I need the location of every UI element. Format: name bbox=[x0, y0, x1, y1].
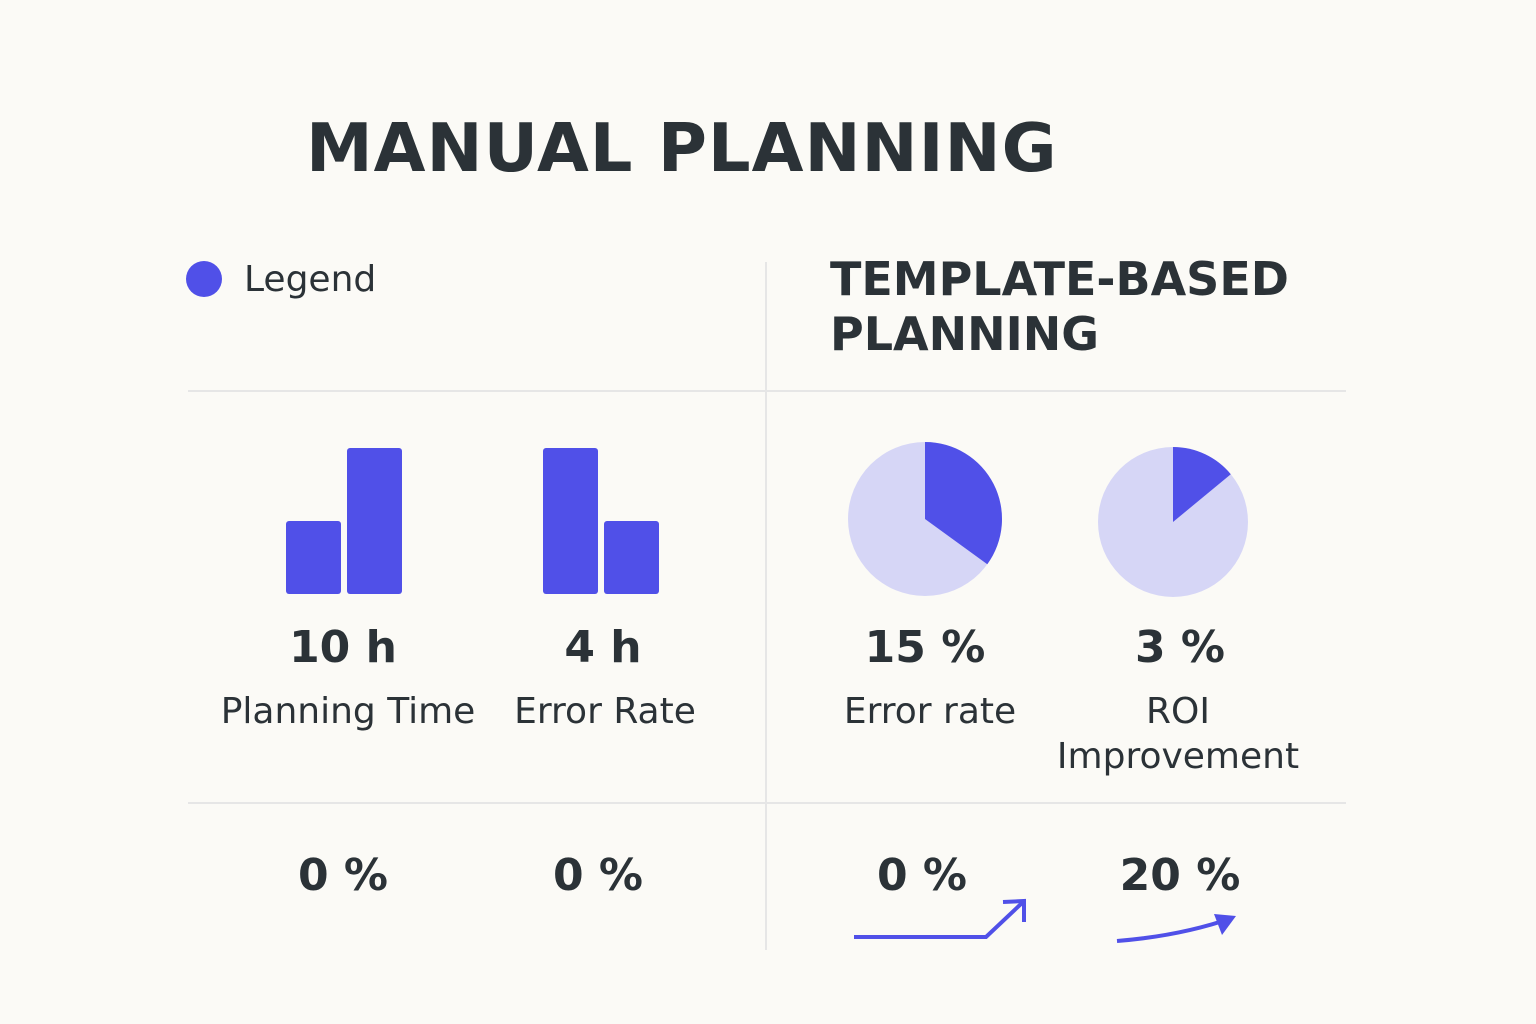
metric-value-planning-time: 10 h bbox=[289, 622, 397, 673]
bar-chart-planning-time bbox=[286, 448, 402, 594]
error-rate-bar-2 bbox=[604, 521, 659, 594]
metric-value-roi: 3 % bbox=[1134, 622, 1226, 673]
trend-arrow-line-2 bbox=[1116, 916, 1233, 943]
roi-pie-highlight-slice bbox=[1173, 447, 1231, 522]
metric-label-error-rate: Error Rate bbox=[514, 691, 696, 732]
metric-label-planning-time: Planning Time bbox=[220, 691, 476, 732]
divider-vertical bbox=[765, 262, 767, 950]
divider-top bbox=[188, 390, 1346, 392]
bar-chart-error-rate bbox=[543, 448, 659, 594]
error-rate-pie-highlight-slice bbox=[925, 442, 1002, 565]
planning-time-bar-2 bbox=[347, 448, 402, 594]
metric-label-roi: ROI Improvement bbox=[1018, 689, 1338, 779]
section-title-line-1: TEMPLATE-BASED bbox=[830, 252, 1289, 306]
bottom-value-4: 20 % bbox=[1119, 850, 1241, 901]
section-title-template-based: TEMPLATE-BASED PLANNING bbox=[830, 252, 1289, 362]
trend-arrow-line-1 bbox=[854, 901, 1024, 939]
legend-marker bbox=[186, 261, 222, 297]
trend-arrow-head-1 bbox=[1002, 898, 1026, 922]
trend-arrow-head-2 bbox=[1214, 914, 1236, 935]
section-title-line-2: PLANNING bbox=[830, 307, 1099, 361]
metric-value-template-error-rate: 15 % bbox=[864, 622, 986, 673]
bottom-value-2: 0 % bbox=[552, 850, 644, 901]
legend-label: Legend bbox=[244, 259, 377, 300]
metric-label-roi-line-1: ROI bbox=[1146, 691, 1210, 732]
pie-chart-error-rate bbox=[848, 442, 1002, 596]
bottom-value-3: 0 % bbox=[876, 850, 968, 901]
metric-label-template-error-rate: Error rate bbox=[843, 691, 1017, 732]
bottom-value-1: 0 % bbox=[297, 850, 389, 901]
page-title: MANUAL PLANNING bbox=[306, 109, 1058, 187]
divider-bottom bbox=[188, 802, 1346, 804]
pie-chart-roi-improvement bbox=[1098, 447, 1248, 597]
planning-time-bar-1 bbox=[286, 521, 341, 594]
metric-label-roi-line-2: Improvement bbox=[1056, 736, 1300, 777]
error-rate-bar-1 bbox=[543, 448, 598, 594]
metric-value-error-rate: 4 h bbox=[564, 622, 642, 673]
